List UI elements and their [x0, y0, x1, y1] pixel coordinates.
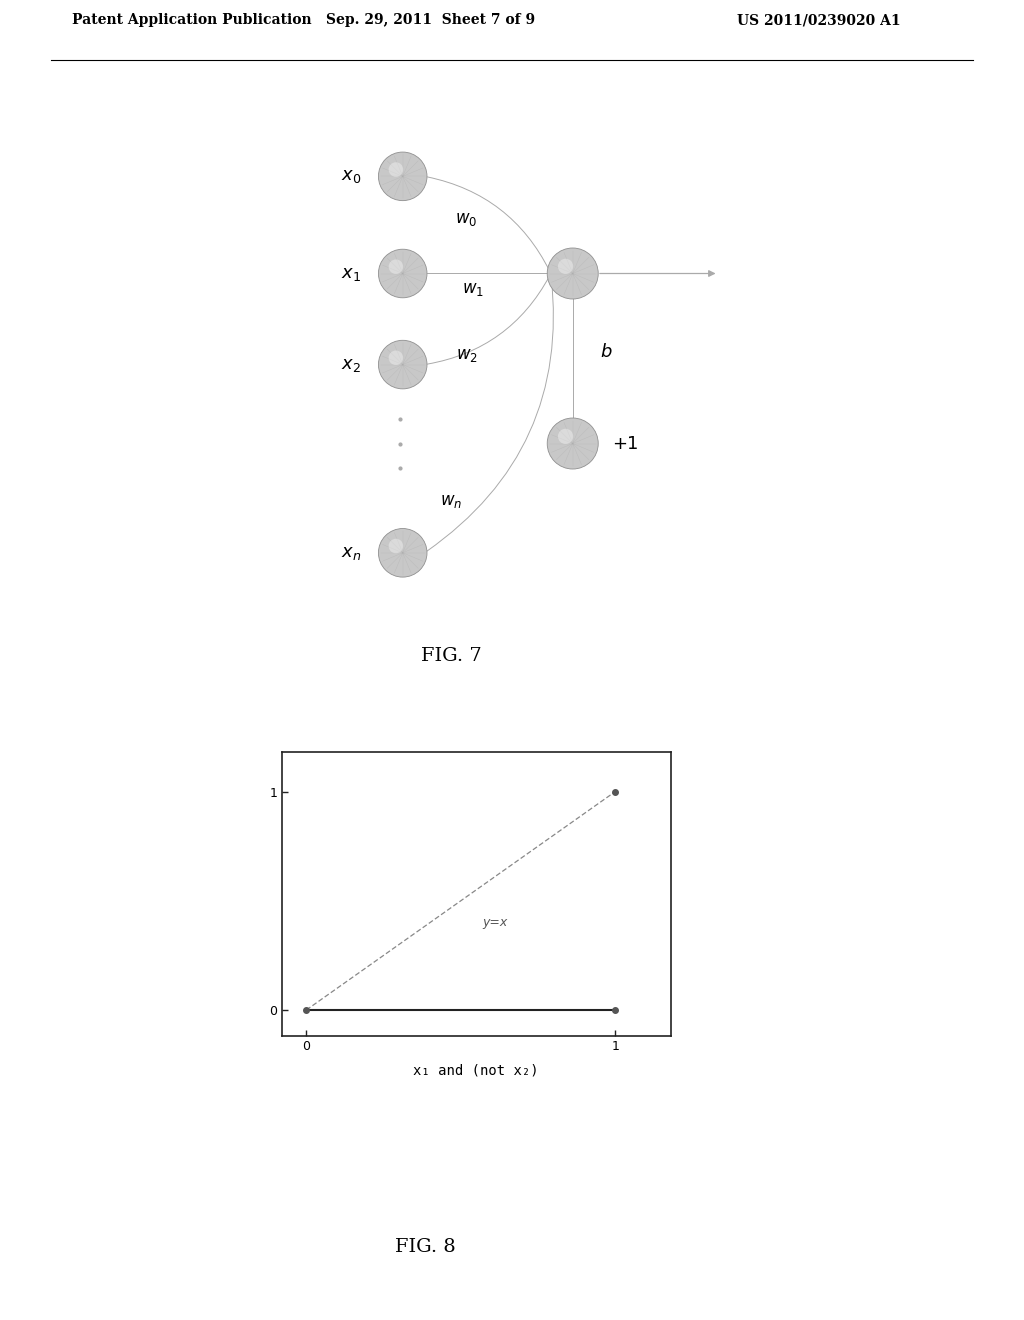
- Text: FIG. 7: FIG. 7: [421, 647, 481, 665]
- Circle shape: [389, 260, 403, 275]
- Text: $b$: $b$: [600, 343, 612, 362]
- Text: $w_n$: $w_n$: [440, 492, 463, 511]
- Text: $x_n$: $x_n$: [341, 544, 361, 562]
- Text: $x_2$: $x_2$: [341, 355, 361, 374]
- Text: FIG. 8: FIG. 8: [394, 1238, 456, 1257]
- Circle shape: [379, 249, 427, 298]
- Circle shape: [558, 259, 573, 275]
- Text: US 2011/0239020 A1: US 2011/0239020 A1: [737, 13, 901, 28]
- Circle shape: [379, 341, 427, 389]
- Text: $w_1$: $w_1$: [462, 280, 483, 298]
- Text: Sep. 29, 2011  Sheet 7 of 9: Sep. 29, 2011 Sheet 7 of 9: [326, 13, 535, 28]
- Circle shape: [547, 248, 598, 300]
- Text: $w_0$: $w_0$: [456, 210, 477, 228]
- Text: y=x: y=x: [482, 916, 507, 929]
- Circle shape: [558, 429, 573, 444]
- Text: x₁ and (not x₂): x₁ and (not x₂): [414, 1064, 539, 1078]
- Text: Patent Application Publication: Patent Application Publication: [72, 13, 311, 28]
- Text: $x_0$: $x_0$: [341, 168, 361, 185]
- Text: $w_2$: $w_2$: [456, 346, 477, 364]
- Circle shape: [379, 528, 427, 577]
- Circle shape: [379, 152, 427, 201]
- Text: $x_1$: $x_1$: [341, 264, 361, 282]
- Circle shape: [547, 418, 598, 469]
- Text: +1: +1: [612, 434, 639, 453]
- Circle shape: [389, 539, 403, 553]
- Circle shape: [389, 162, 403, 177]
- Circle shape: [389, 351, 403, 366]
